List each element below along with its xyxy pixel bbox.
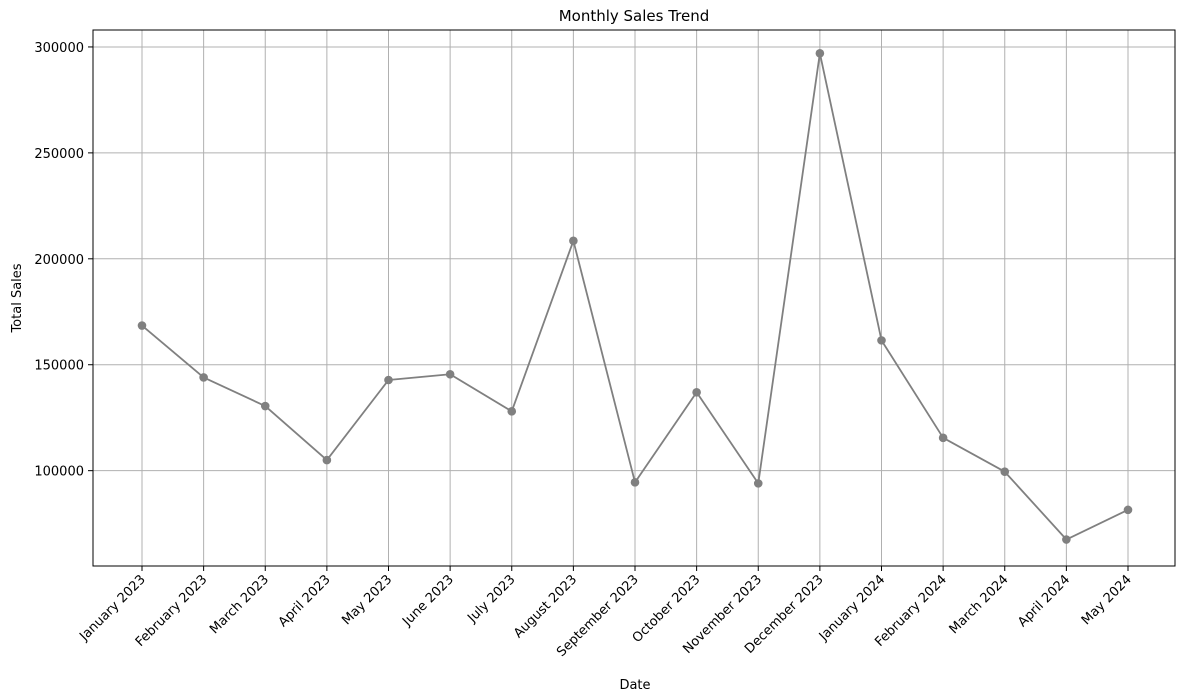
x-tick-label: March 2023 (207, 572, 272, 637)
data-point (445, 369, 455, 379)
data-point (322, 455, 332, 465)
y-axis: 100000 150000 200000 250000 300000 (34, 41, 93, 480)
x-tick-label: May 2024 (1079, 572, 1135, 628)
x-tick-label: July 2023 (464, 572, 518, 626)
data-point (507, 407, 517, 416)
y-tick-label: 300000 (34, 41, 84, 56)
data-point (199, 373, 208, 382)
data-point (384, 375, 393, 385)
data-point (753, 479, 763, 488)
data-point (1062, 535, 1071, 544)
data-point (938, 433, 948, 443)
x-tick-label: June 2023 (399, 572, 457, 630)
x-tick-label: April 2024 (1015, 572, 1073, 630)
data-point (137, 321, 147, 330)
plot-area-frame (92, 29, 1176, 567)
series-sales (137, 49, 1133, 544)
data-point (260, 401, 270, 411)
data-point (630, 478, 640, 487)
data-point (569, 236, 578, 246)
x-tick-label: April 2023 (276, 572, 334, 630)
chart-title: Monthly Sales Trend (559, 7, 710, 25)
x-axis-title: Date (619, 678, 650, 693)
y-tick-label: 150000 (34, 359, 84, 374)
grid-lines (93, 30, 1175, 566)
data-point (1123, 505, 1133, 515)
y-tick-label: 250000 (34, 147, 84, 162)
x-tick-label: May 2023 (339, 572, 395, 628)
data-point (815, 49, 825, 58)
data-point (877, 336, 886, 345)
x-tick-label: August 2023 (511, 572, 580, 641)
y-tick-label: 200000 (34, 253, 84, 268)
data-point (1000, 467, 1010, 477)
y-axis-title: Total Sales (10, 263, 25, 333)
data-point (692, 387, 701, 397)
y-tick-label: 100000 (34, 465, 84, 480)
x-tick-label: March 2024 (947, 572, 1012, 637)
